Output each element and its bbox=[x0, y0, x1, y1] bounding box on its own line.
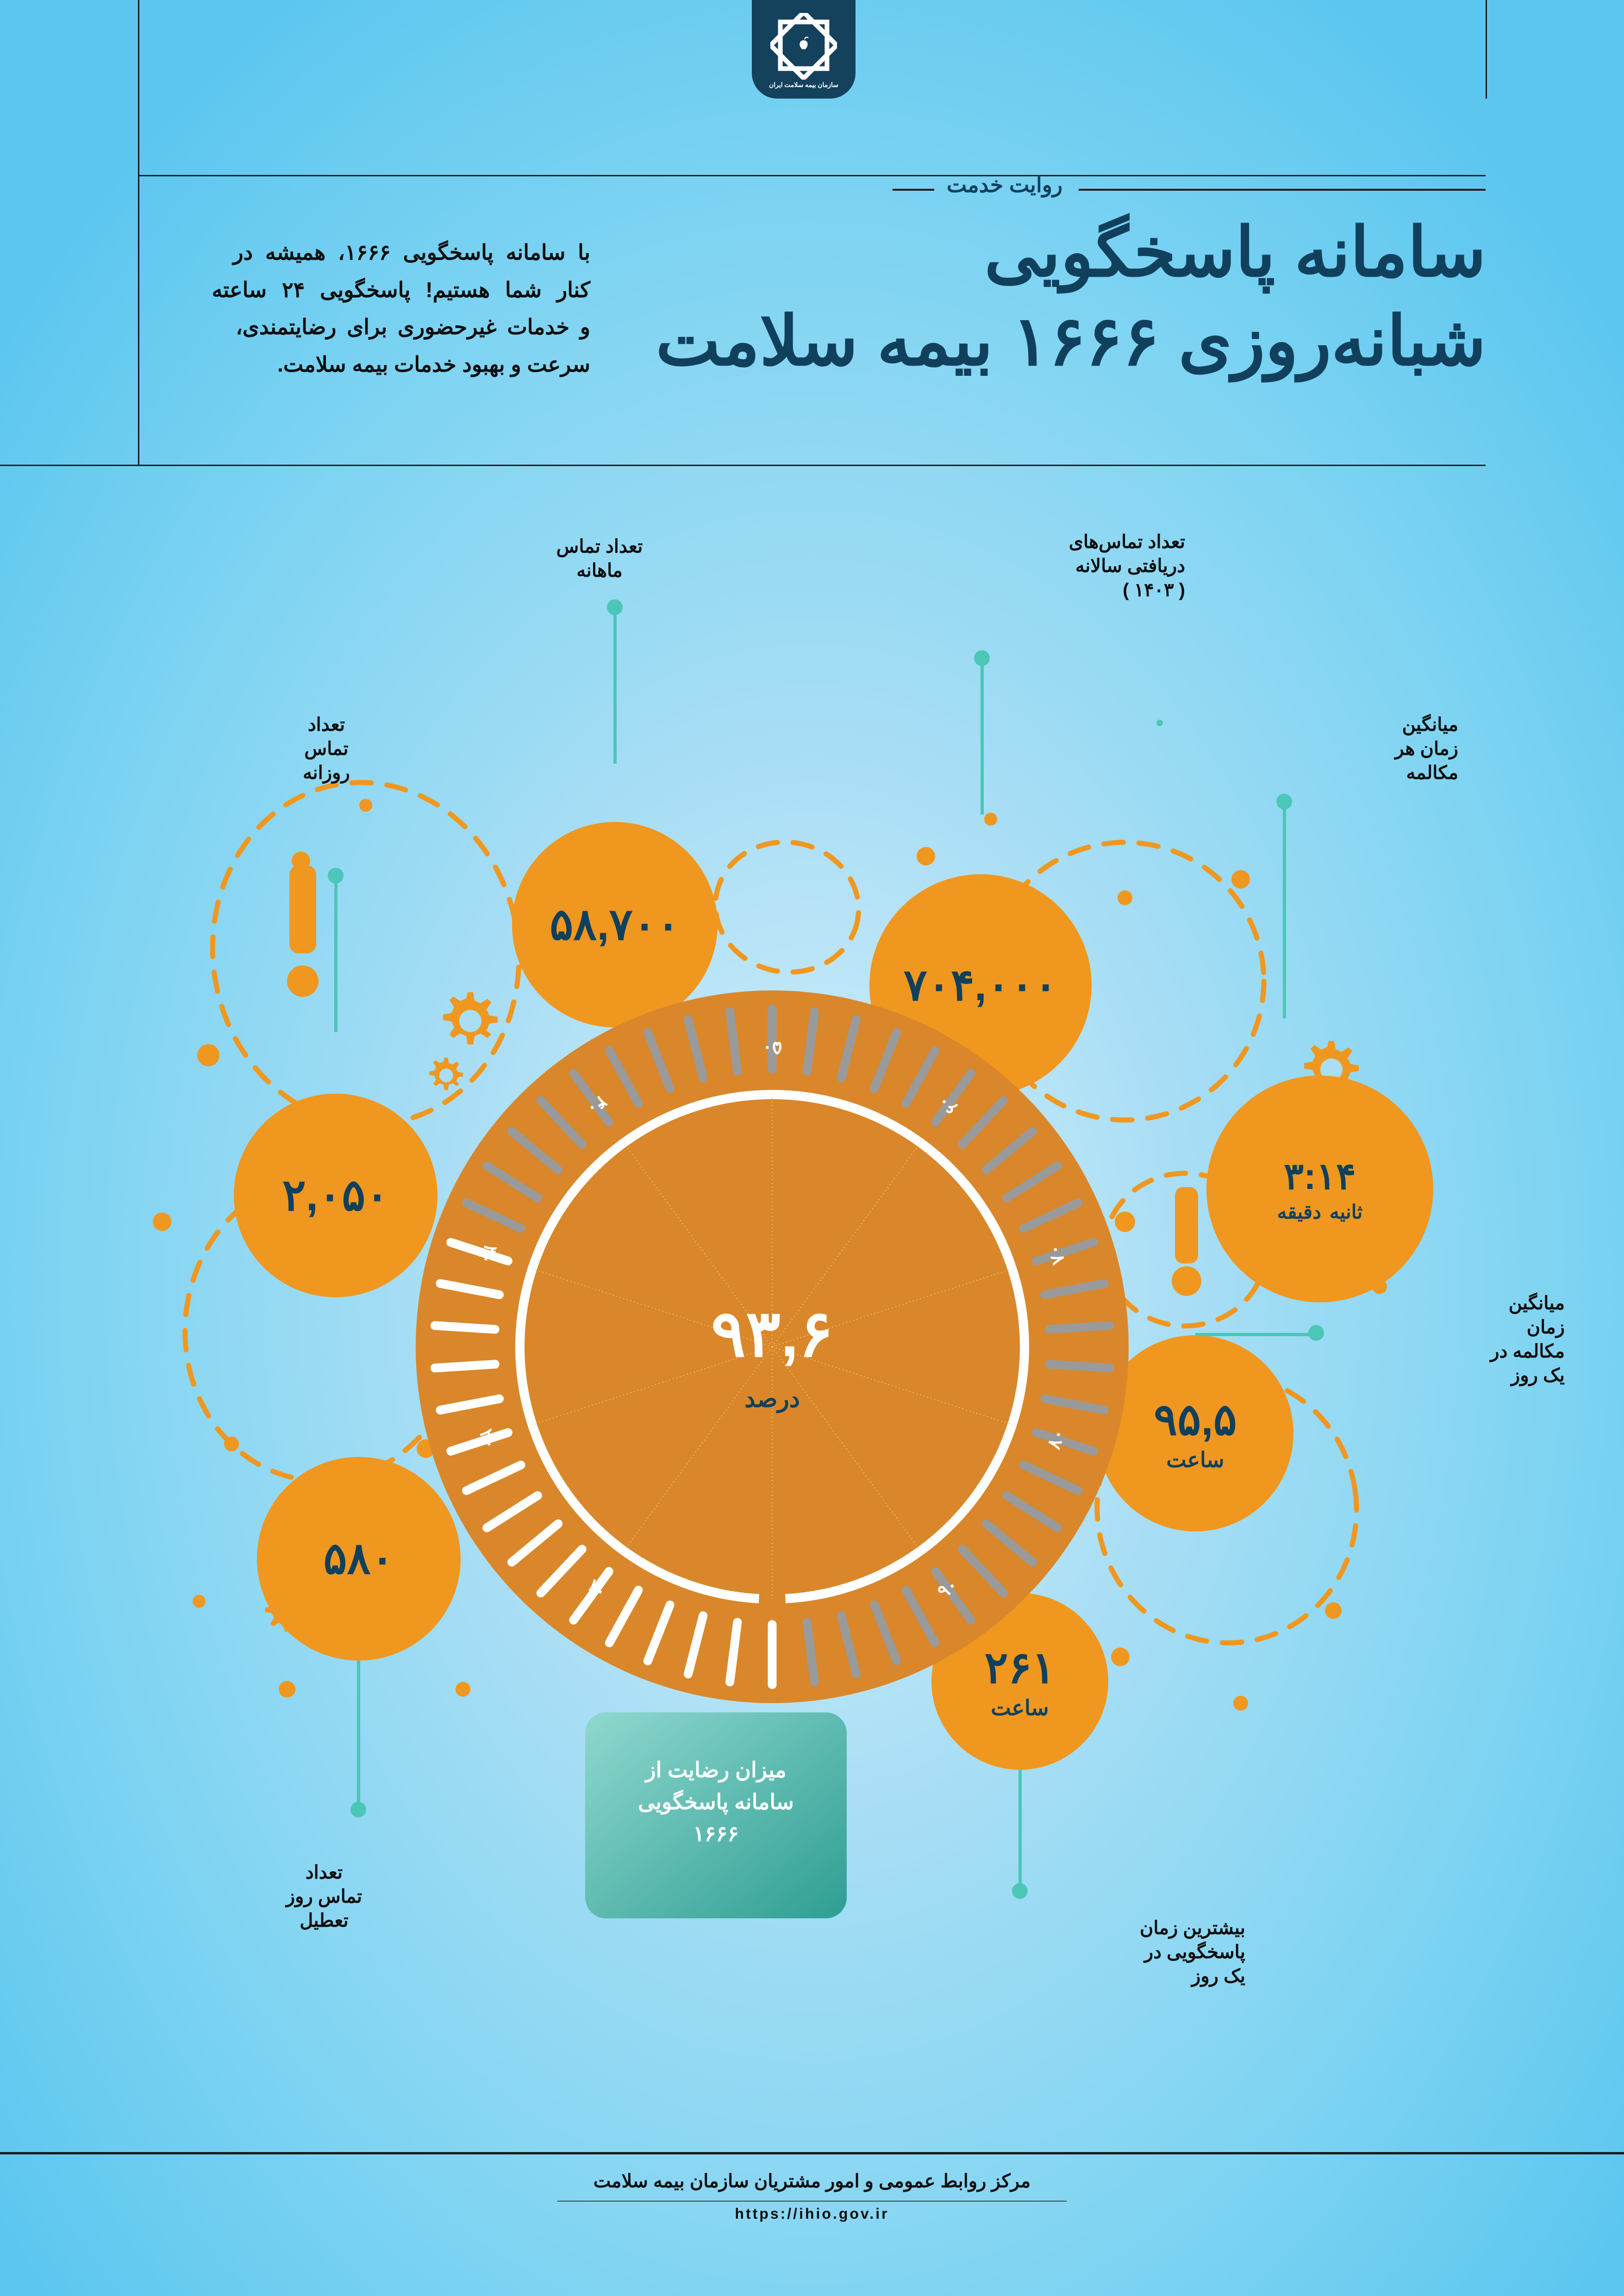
svg-text:۰: ۰ bbox=[767, 1635, 777, 1655]
svg-text:۵۰: ۵۰ bbox=[762, 1038, 782, 1058]
svg-text:درصد: درصد bbox=[744, 1386, 800, 1413]
svg-text:۹۳,۶: ۹۳,۶ bbox=[711, 1297, 833, 1370]
